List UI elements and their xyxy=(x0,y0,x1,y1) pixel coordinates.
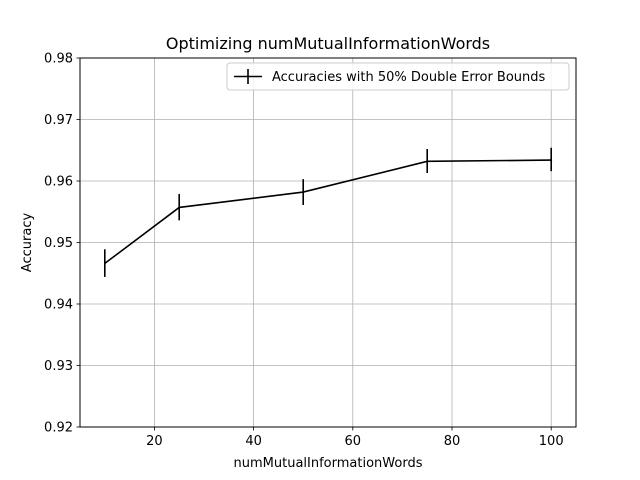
y-tick-label: 0.97 xyxy=(44,113,73,128)
x-tick-label: 60 xyxy=(345,434,362,449)
x-tick-label: 80 xyxy=(444,434,461,449)
x-tick-label: 100 xyxy=(539,434,564,449)
legend: Accuracies with 50% Double Error Bounds xyxy=(226,62,570,91)
x-tick-label: 20 xyxy=(146,434,163,449)
data-point xyxy=(426,160,429,163)
chart-title: Optimizing numMutualInformationWords xyxy=(166,34,490,53)
grid xyxy=(80,57,576,428)
x-tick-label: 40 xyxy=(245,434,262,449)
y-tick-label: 0.94 xyxy=(44,298,73,313)
y-tick-label: 0.96 xyxy=(44,175,73,190)
legend-label: Accuracies with 50% Double Error Bounds xyxy=(272,70,546,85)
legend-box xyxy=(226,62,570,91)
data-point xyxy=(178,206,181,209)
data-point xyxy=(302,191,305,193)
data-point xyxy=(550,159,553,161)
y-tick-label: 0.92 xyxy=(44,421,73,436)
ticks: 20 40 60 80 100 0.92 0.93 0.94 0.95 0.96 0.97 0.98 xyxy=(44,52,564,450)
y-tick-label: 0.93 xyxy=(44,359,73,374)
y-tick-label: 0.95 xyxy=(44,236,73,251)
x-axis-title: numMutualInformationWords xyxy=(234,456,423,471)
y-axis-title: Accuracy xyxy=(20,213,35,273)
data-point xyxy=(103,262,106,265)
series-layer xyxy=(103,147,553,277)
y-tick-label: 0.98 xyxy=(44,52,73,67)
